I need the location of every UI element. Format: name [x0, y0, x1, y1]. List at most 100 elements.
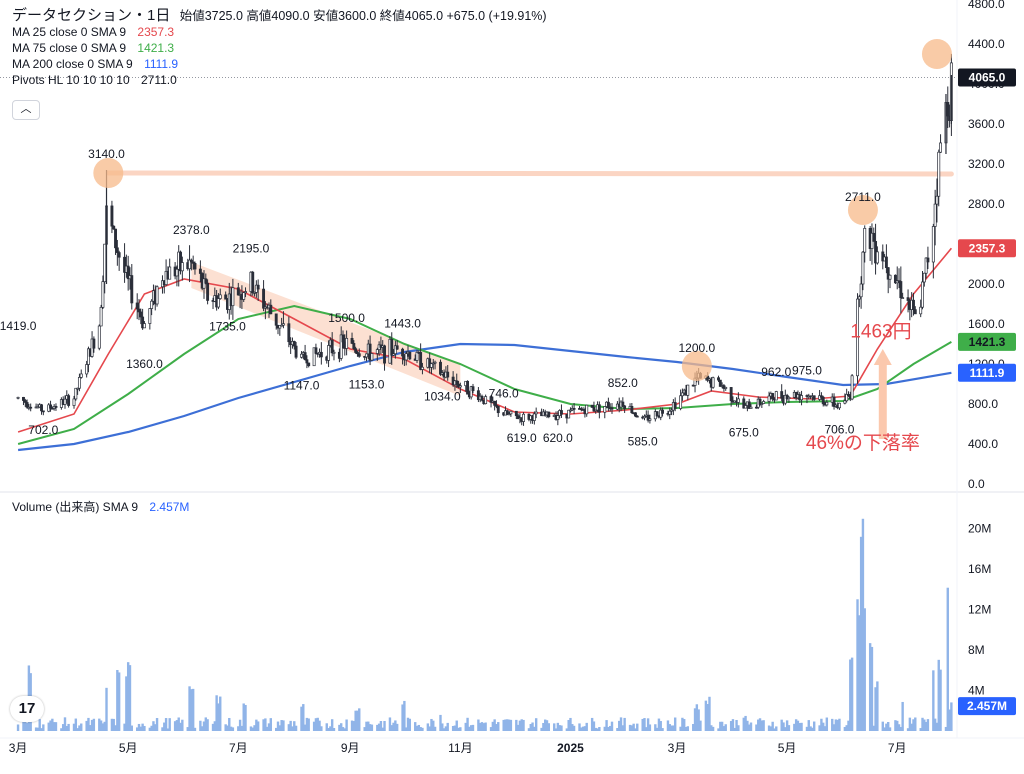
symbol-title[interactable]: データセクション・1日 [12, 7, 171, 24]
price-tick-label: 2800.0 [968, 197, 1005, 211]
candle-body [401, 348, 405, 357]
legend-ma75[interactable]: MA 75 close 0 SMA 9 1421.3 [12, 40, 547, 56]
volume-bar [923, 719, 926, 731]
volume-bar [103, 721, 106, 731]
candle-body [137, 308, 141, 313]
volume-bar [414, 722, 417, 731]
volume-bar [939, 669, 942, 731]
volume-bar [181, 719, 184, 731]
candle-body [72, 398, 76, 406]
candle-body [168, 266, 172, 280]
volume-bar [213, 721, 217, 731]
candle-body [204, 278, 208, 284]
volume-bar [477, 719, 480, 731]
volume-bar [670, 725, 673, 731]
candle-body [130, 275, 134, 304]
volume-bar [515, 719, 518, 731]
candle-body [623, 405, 627, 410]
volume-bar [950, 702, 953, 731]
legend-pivots[interactable]: Pivots HL 10 10 10 10 2711.0 [12, 72, 547, 88]
legend-collapse-button[interactable]: ︿ [12, 100, 40, 120]
legend-ma200[interactable]: MA 200 close 0 SMA 9 1111.9 [12, 56, 547, 72]
volume-bar [90, 719, 94, 731]
volume-bar [672, 725, 675, 731]
volume-bar [845, 725, 848, 731]
candle-body [404, 353, 408, 361]
volume-bar [175, 720, 179, 731]
volume-legend[interactable]: Volume (出来高) SMA 9 2.457M [12, 498, 189, 515]
candle-body [857, 296, 861, 300]
volume-bar [832, 724, 836, 731]
candle-body [476, 390, 480, 401]
volume-bar [910, 723, 913, 731]
volume-bar [74, 718, 78, 731]
price-badge [958, 332, 1016, 351]
legend-ma25[interactable]: MA 25 close 0 SMA 9 2357.3 [12, 24, 547, 40]
volume-bar [580, 727, 583, 731]
tradingview-logo-icon[interactable]: 17 [10, 696, 44, 722]
volume-bar [757, 719, 760, 731]
candle-body [420, 366, 424, 370]
volume-bar [110, 718, 114, 731]
volume-bar [838, 718, 841, 731]
volume-bar [293, 721, 296, 731]
candle-body [767, 395, 771, 402]
time-tick-label: 5月 [119, 741, 138, 755]
candle-body [717, 377, 720, 381]
volume-bar [417, 724, 421, 731]
volume-bar [655, 727, 659, 731]
candle-body [471, 386, 475, 392]
volume-bar [300, 706, 303, 731]
volume-bar [863, 608, 866, 731]
candle-body [884, 256, 888, 268]
volume-bar [312, 721, 316, 731]
candle-body [357, 353, 361, 357]
volume-bar [224, 724, 227, 731]
volume-bar [137, 723, 141, 731]
volume-bar [831, 718, 834, 731]
volume-bar [340, 723, 343, 731]
volume-bar [679, 726, 682, 731]
volume-bar [80, 723, 83, 731]
volume-bar [98, 718, 101, 731]
pivot-label: 1419.0 [0, 319, 37, 333]
highlight-circle [681, 351, 712, 381]
volume-bar [404, 727, 408, 731]
candle-body [330, 339, 334, 354]
volume-bar [749, 722, 753, 731]
volume-bar [16, 724, 20, 731]
volume-bar [87, 717, 90, 731]
volume-bar [403, 700, 406, 731]
candle-body [489, 396, 493, 403]
volume-bar [567, 720, 570, 731]
volume-bar [711, 726, 715, 731]
candle-body [191, 261, 195, 264]
volume-bar [668, 724, 671, 731]
volume-bar [24, 719, 27, 731]
candle-body [886, 267, 890, 280]
volume-bar [908, 717, 912, 731]
volume-bar [354, 710, 357, 731]
volume-bar [809, 726, 812, 731]
candle-body [859, 283, 863, 298]
volume-bar [52, 722, 56, 731]
volume-bar [126, 662, 130, 731]
candle-body [643, 416, 646, 419]
volume-bar [645, 727, 648, 731]
volume-bar [479, 722, 482, 731]
candle-body [415, 351, 419, 361]
candle-body [603, 406, 607, 413]
volume-bar [101, 723, 105, 731]
volume-bar [556, 722, 560, 731]
price-badge-label: 1421.3 [969, 335, 1006, 349]
volume-bar [596, 728, 599, 731]
volume-bar [531, 722, 534, 731]
volume-bar [278, 725, 282, 731]
volume-bar [607, 727, 610, 731]
candle-body [77, 377, 81, 389]
volume-bar [843, 726, 847, 731]
candle-body [724, 387, 728, 389]
volume-badge-label: 2.457M [967, 699, 1007, 713]
volume-bar [731, 719, 735, 731]
candle-body [368, 343, 372, 361]
